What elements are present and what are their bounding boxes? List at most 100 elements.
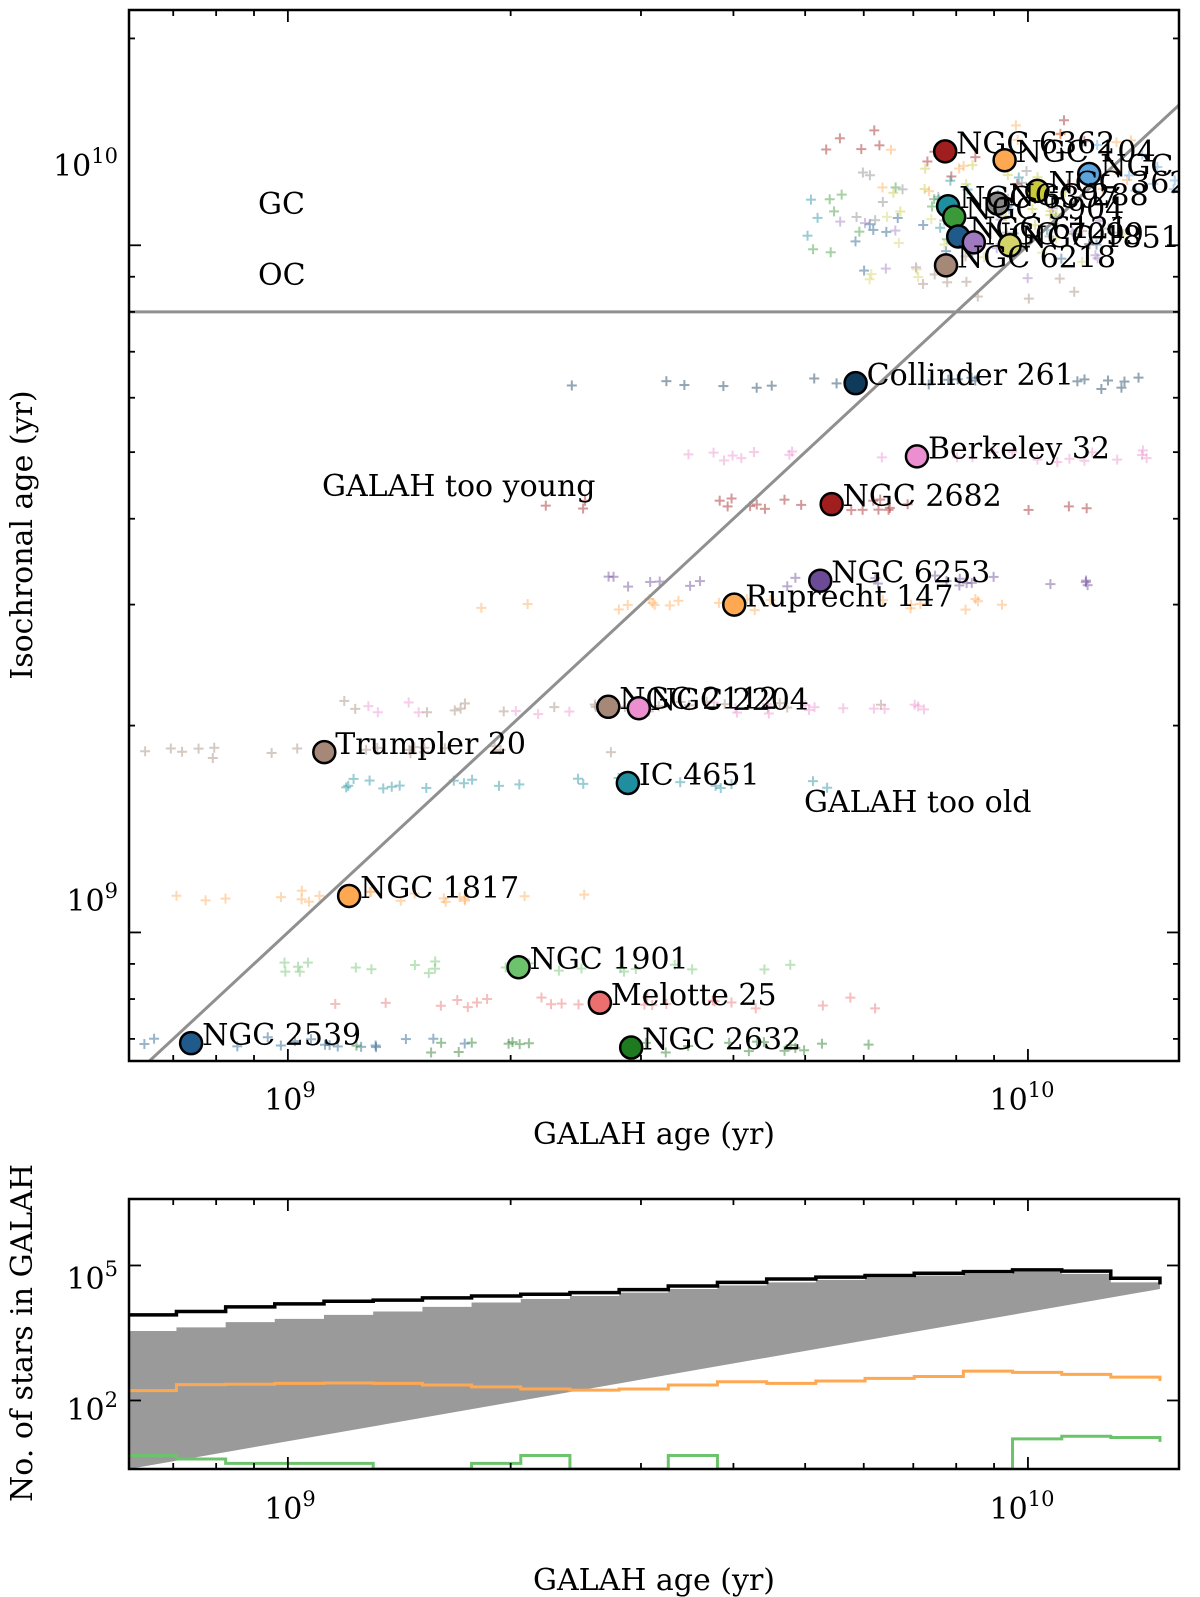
member-star-marker bbox=[962, 184, 973, 195]
member-star-marker bbox=[918, 278, 929, 289]
member-star-marker bbox=[967, 452, 978, 463]
member-star-marker bbox=[1055, 129, 1066, 140]
oc-region-label: OC bbox=[258, 258, 306, 293]
member-star-marker bbox=[881, 211, 892, 222]
cluster-marker-berkeley-32 bbox=[904, 444, 930, 469]
member-star-marker bbox=[661, 376, 672, 387]
cluster-marker-ngc-104 bbox=[992, 147, 1017, 173]
member-star-marker bbox=[423, 968, 434, 979]
member-star-marker bbox=[1060, 186, 1071, 197]
member-star-marker bbox=[422, 707, 433, 718]
member-star-marker bbox=[850, 236, 861, 247]
member-star-marker bbox=[724, 1037, 735, 1048]
member-star-marker bbox=[960, 604, 971, 615]
member-star-marker bbox=[171, 890, 182, 901]
member-star-marker bbox=[514, 1039, 525, 1050]
cluster-label-ngc-1817: NGC 1817 bbox=[360, 871, 519, 906]
member-star-marker bbox=[995, 214, 1006, 225]
member-star-marker bbox=[1098, 183, 1109, 194]
member-star-marker bbox=[1012, 134, 1023, 145]
member-star-marker bbox=[766, 380, 777, 391]
member-star-marker bbox=[418, 747, 429, 758]
member-star-marker bbox=[875, 699, 886, 710]
member-star-marker bbox=[970, 594, 981, 605]
member-star-marker bbox=[870, 1003, 881, 1014]
cluster-label-ngc-362: NGC 362 bbox=[1048, 166, 1188, 201]
cluster-label-ngc-2632: NGC 2632 bbox=[642, 1023, 801, 1058]
member-star-marker bbox=[476, 602, 487, 613]
member-star-marker bbox=[857, 167, 868, 178]
member-star-marker bbox=[1051, 233, 1062, 244]
member-star-marker bbox=[1092, 253, 1103, 264]
member-star-marker bbox=[927, 201, 938, 212]
member-star-marker bbox=[1023, 293, 1034, 304]
member-star-marker bbox=[800, 699, 811, 710]
member-star-marker bbox=[715, 783, 726, 794]
hist-selected-fill bbox=[129, 1271, 1160, 1469]
member-star-marker bbox=[1000, 210, 1011, 221]
member-star-marker bbox=[209, 742, 220, 753]
member-star-marker bbox=[675, 777, 686, 788]
cluster-marker-ngc-362 bbox=[1025, 178, 1050, 204]
member-star-marker bbox=[774, 698, 785, 709]
member-star-marker bbox=[139, 1039, 150, 1050]
member-star-marker bbox=[653, 701, 664, 712]
member-star-marker bbox=[972, 596, 983, 607]
member-star-marker bbox=[361, 744, 372, 755]
member-star-marker bbox=[868, 495, 879, 506]
member-star-marker bbox=[906, 599, 917, 610]
y-tick-1e10: 1010 bbox=[53, 144, 118, 184]
cluster-label-ngc-6752: NGC 6752 bbox=[1100, 149, 1200, 184]
member-star-marker bbox=[380, 997, 391, 1008]
member-star-marker bbox=[988, 447, 999, 458]
member-star-marker bbox=[350, 703, 361, 714]
member-star-marker bbox=[296, 894, 307, 905]
member-star-marker bbox=[860, 218, 871, 229]
member-star-marker bbox=[751, 382, 762, 393]
member-star-marker bbox=[966, 577, 977, 588]
member-star-marker bbox=[722, 501, 733, 512]
member-star-marker bbox=[799, 1045, 810, 1056]
member-star-marker bbox=[165, 743, 176, 754]
member-star-marker bbox=[140, 746, 151, 757]
member-star-marker bbox=[785, 959, 796, 970]
member-star-marker bbox=[1045, 579, 1056, 590]
member-star-marker bbox=[1084, 239, 1095, 250]
member-star-marker bbox=[1016, 177, 1027, 188]
cluster-marker-ngc-6253 bbox=[807, 568, 833, 593]
cluster-label-melotte-25: Melotte 25 bbox=[611, 978, 777, 1013]
member-star-marker bbox=[522, 599, 533, 610]
member-star-marker bbox=[1023, 504, 1034, 515]
member-star-marker bbox=[942, 277, 953, 288]
member-star-marker bbox=[870, 573, 881, 584]
hist-y-tick-1e2: 102 bbox=[66, 1388, 118, 1428]
scatter-x-axis-title: GALAH age (yr) bbox=[533, 1117, 775, 1152]
member-star-marker bbox=[758, 1037, 769, 1048]
member-star-marker bbox=[879, 703, 890, 714]
member-star-marker bbox=[709, 996, 720, 1007]
member-star-marker bbox=[1032, 454, 1043, 465]
member-star-marker bbox=[533, 709, 544, 720]
member-star-marker bbox=[549, 702, 560, 713]
member-star-marker bbox=[296, 885, 307, 896]
cluster-marker-melotte-25 bbox=[587, 990, 613, 1016]
member-star-marker bbox=[580, 495, 591, 506]
member-star-marker bbox=[573, 999, 584, 1010]
member-star-marker bbox=[622, 599, 633, 610]
member-star-marker bbox=[930, 570, 941, 581]
cluster-label-ngc-2682: NGC 2682 bbox=[843, 479, 1002, 514]
x-tick-1e9: 109 bbox=[264, 1078, 316, 1118]
member-star-marker bbox=[870, 215, 881, 226]
cluster-label-ngc-2539: NGC 2539 bbox=[202, 1018, 361, 1053]
member-star-marker bbox=[1012, 178, 1023, 189]
member-star-marker bbox=[1125, 135, 1136, 146]
member-star-marker bbox=[952, 452, 963, 463]
cluster-markers: NGC 2539 NGC 1817 Trumpler 20 NGC 1901Melot… bbox=[178, 126, 1200, 1060]
member-star-marker bbox=[1072, 376, 1083, 387]
member-star-marker bbox=[726, 997, 737, 1008]
member-star-marker bbox=[403, 697, 414, 708]
member-star-marker bbox=[572, 773, 583, 784]
member-star-marker bbox=[1091, 239, 1102, 250]
member-star-marker bbox=[293, 961, 304, 972]
member-star-marker bbox=[952, 374, 963, 385]
